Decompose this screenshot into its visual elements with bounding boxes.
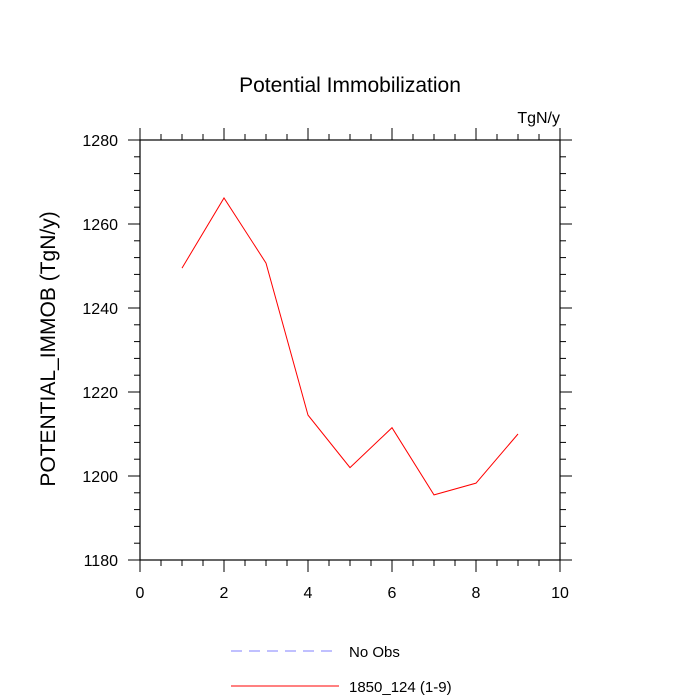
legend-label: 1850_124 (1-9) bbox=[349, 679, 452, 696]
major-ticks bbox=[128, 128, 572, 572]
x-tick-labels: 0 2 4 6 8 10 bbox=[136, 585, 569, 602]
legend: No Obs 1850_124 (1-9) bbox=[231, 644, 452, 696]
y-tick-label: 1220 bbox=[82, 385, 118, 402]
x-tick-label: 10 bbox=[551, 585, 569, 602]
series-line bbox=[181, 197, 519, 496]
chart-title: Potential Immobilization bbox=[239, 74, 461, 97]
y-tick-labels: 1180 1200 1220 1240 1260 1280 bbox=[82, 133, 118, 570]
x-tick-label: 8 bbox=[472, 585, 481, 602]
y-tick-label: 1240 bbox=[82, 301, 118, 318]
y-tick-label: 1180 bbox=[84, 553, 119, 570]
legend-label: No Obs bbox=[349, 644, 400, 661]
units-label: TgN/y bbox=[517, 110, 560, 127]
plot-frame bbox=[139, 139, 561, 561]
x-tick-label: 0 bbox=[136, 585, 145, 602]
x-tick-label: 2 bbox=[220, 585, 229, 602]
y-tick-label: 1200 bbox=[82, 469, 118, 486]
y-tick-label: 1280 bbox=[82, 133, 118, 150]
x-tick-label: 4 bbox=[304, 585, 313, 602]
y-tick-label: 1260 bbox=[82, 217, 118, 234]
minor-ticks bbox=[134, 134, 566, 566]
series-layer bbox=[181, 197, 519, 496]
y-axis-label: POTENTIAL_IMMOB (TgN/y) bbox=[37, 211, 60, 486]
x-tick-label: 6 bbox=[388, 585, 397, 602]
